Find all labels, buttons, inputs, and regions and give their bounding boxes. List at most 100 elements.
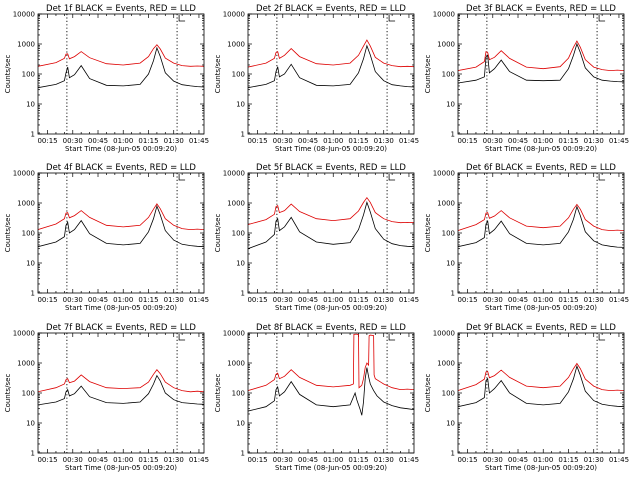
x-tick-label: 00:30 (63, 137, 83, 145)
y-tick-label: 10 (446, 101, 455, 109)
panel-det-3: Det 3f BLACK = Events, RED = LLD 1 10 100 10… (424, 4, 629, 153)
bracket-marker (178, 174, 186, 181)
y-tick-label: 1 (451, 290, 455, 298)
x-tick-label: 00:30 (273, 137, 293, 145)
y-axis-title: Counts/sec (214, 374, 222, 413)
panel-frame (247, 13, 415, 135)
series-events-line (248, 44, 414, 89)
y-axis-title: Counts/sec (214, 214, 222, 253)
y-tick-label: 10000 (223, 11, 245, 19)
x-tick-label: 01:45 (609, 456, 629, 464)
x-tick-label: 01:15 (348, 456, 368, 464)
y-tick-label: 10 (26, 101, 35, 109)
x-tick-label: 01:00 (113, 296, 133, 304)
x-tick-label: 00:15 (37, 296, 57, 304)
x-tick-label: 01:30 (584, 456, 604, 464)
y-tick-label: 1000 (17, 200, 35, 208)
x-tick-label: 00:30 (63, 296, 83, 304)
series-events-line (458, 364, 624, 408)
x-tick-label: 01:45 (399, 456, 419, 464)
series-lld-line (248, 197, 414, 225)
y-tick-label: 100 (442, 390, 455, 398)
y-tick-label: 1000 (437, 200, 455, 208)
x-tick-label: 00:15 (37, 456, 57, 464)
x-tick-label: 01:15 (138, 296, 158, 304)
x-tick-label: 01:30 (164, 296, 184, 304)
x-tick-label: 01:30 (164, 456, 184, 464)
x-tick-label: 00:30 (483, 137, 503, 145)
panel-det-8: Det 8f BLACK = Events, RED = LLD 1 10 100 10… (214, 323, 419, 472)
x-tick-label: 00:15 (457, 137, 477, 145)
x-axis-title: Start Time (08-Jun-05 00:09:20) (485, 464, 597, 472)
panel-frame (457, 172, 625, 294)
y-tick-label: 10 (446, 420, 455, 428)
x-tick-label: 00:45 (298, 296, 318, 304)
x-tick-label: 01:45 (609, 137, 629, 145)
panel-det-7: Det 7f BLACK = Events, RED = LLD 1 10 100 10… (4, 323, 209, 472)
series-events-line (38, 204, 204, 248)
x-tick-label: 01:15 (558, 296, 578, 304)
y-tick-label: 100 (232, 71, 245, 79)
bracket-marker (178, 15, 186, 22)
x-tick-label: 00:15 (457, 296, 477, 304)
panel-det-4: Det 4f BLACK = Events, RED = LLD 1 10 100 10… (4, 163, 209, 312)
x-tick-label: 00:15 (457, 456, 477, 464)
x-tick-label: 01:00 (533, 296, 553, 304)
y-tick-label: 10 (446, 260, 455, 268)
x-tick-label: 00:15 (247, 296, 267, 304)
bracket-marker (598, 334, 606, 341)
x-tick-label: 01:30 (374, 296, 394, 304)
series-lld-line (248, 333, 414, 391)
x-tick-label: 01:15 (348, 296, 368, 304)
x-tick-label: 01:30 (164, 137, 184, 145)
panel-title: Det 2f BLACK = Events, RED = LLD (256, 4, 406, 14)
y-tick-label: 1 (451, 450, 455, 458)
x-axis-title: Start Time (08-Jun-05 00:09:20) (65, 464, 177, 472)
x-tick-label: 00:45 (508, 137, 528, 145)
y-tick-label: 10000 (13, 11, 35, 19)
y-tick-label: 1000 (437, 360, 455, 368)
x-tick-label: 01:15 (558, 137, 578, 145)
y-tick-label: 10000 (13, 170, 35, 178)
panel-det-5: Det 5f BLACK = Events, RED = LLD 1 10 100 10… (214, 163, 419, 312)
x-tick-label: 01:15 (558, 456, 578, 464)
bracket-marker (388, 15, 396, 22)
series-lld-line (458, 203, 624, 232)
bracket-marker (388, 174, 396, 181)
bracket-marker (598, 15, 606, 22)
x-tick-label: 01:15 (138, 456, 158, 464)
y-tick-label: 1 (451, 131, 455, 139)
x-tick-label: 01:00 (323, 456, 343, 464)
y-axis-title: Counts/sec (424, 214, 432, 253)
x-tick-label: 01:45 (189, 296, 209, 304)
x-tick-label: 00:30 (273, 456, 293, 464)
x-axis-title: Start Time (08-Jun-05 00:09:20) (485, 304, 597, 312)
x-tick-label: 00:15 (37, 137, 57, 145)
x-tick-label: 01:15 (138, 137, 158, 145)
y-tick-label: 10 (236, 260, 245, 268)
x-tick-label: 01:30 (584, 137, 604, 145)
series-lld-line (458, 40, 624, 72)
panel-frame (457, 332, 625, 454)
y-tick-label: 10 (26, 420, 35, 428)
series-lld-line (38, 203, 204, 231)
panel-title: Det 4f BLACK = Events, RED = LLD (46, 163, 196, 173)
x-tick-label: 01:30 (374, 456, 394, 464)
panel-title: Det 5f BLACK = Events, RED = LLD (256, 163, 406, 173)
panel-det-9: Det 9f BLACK = Events, RED = LLD 1 10 100 10… (424, 323, 629, 472)
panel-title: Det 1f BLACK = Events, RED = LLD (46, 4, 196, 14)
x-tick-label: 00:45 (298, 137, 318, 145)
y-axis-title: Counts/sec (4, 214, 12, 253)
x-tick-label: 00:30 (483, 456, 503, 464)
y-tick-label: 1 (31, 450, 35, 458)
x-axis-title: Start Time (08-Jun-05 00:09:20) (275, 145, 387, 153)
x-tick-label: 00:30 (483, 296, 503, 304)
x-axis-title: Start Time (08-Jun-05 00:09:20) (65, 304, 177, 312)
y-axis-title: Counts/sec (4, 55, 12, 94)
bracket-marker (388, 334, 396, 341)
panel-det-6: Det 6f BLACK = Events, RED = LLD 1 10 100 10… (424, 163, 629, 312)
series-lld-line (38, 44, 204, 67)
panel-title: Det 3f BLACK = Events, RED = LLD (466, 4, 616, 14)
